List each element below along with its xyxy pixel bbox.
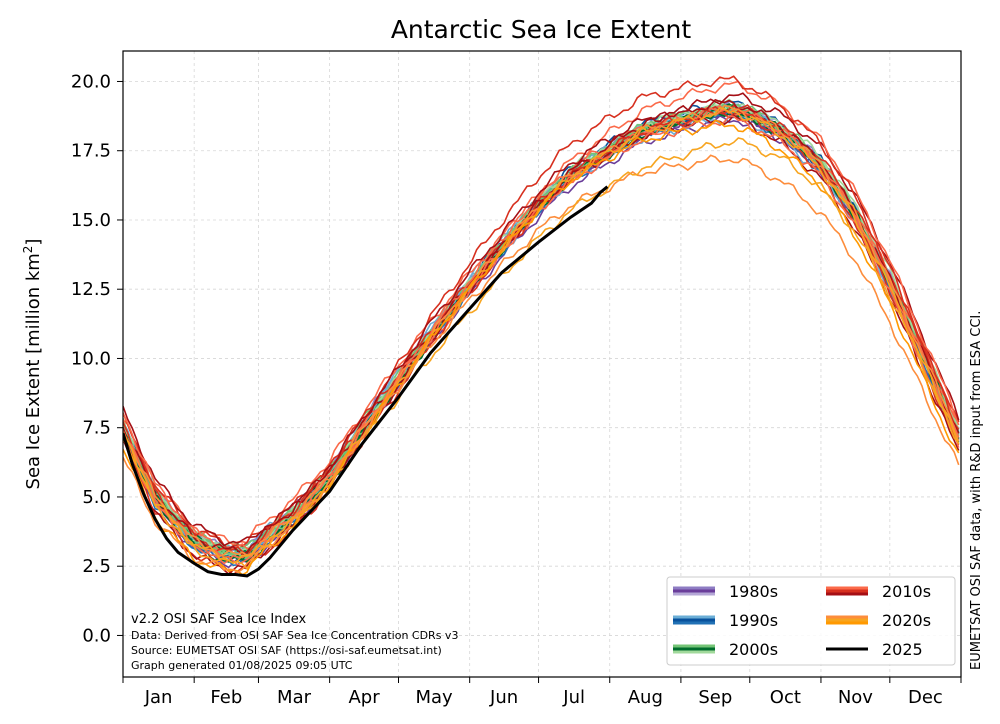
legend-box (666, 576, 956, 666)
month-label: May (415, 687, 453, 708)
chart-title: Antarctic Sea Ice Extent (391, 15, 692, 44)
legend-label: 2010s (882, 582, 931, 601)
month-label: Oct (770, 687, 801, 708)
series-line-2013 (123, 80, 960, 552)
month-label: Mar (277, 687, 312, 708)
series-line-2005 (123, 103, 960, 557)
y-tick-label: 7.5 (82, 418, 111, 439)
y-tick-label: 12.5 (71, 279, 111, 300)
series-line-2014 (123, 75, 960, 557)
y-tick-label: 2.5 (82, 556, 111, 577)
series-line-2011 (123, 104, 960, 551)
y-axis-label: Sea Ice Extent [million km2] (21, 239, 44, 490)
series-line-1983 (123, 102, 960, 558)
series-line-2022 (123, 119, 960, 576)
y-tick-label: 20.0 (71, 71, 111, 92)
legend-label: 2020s (882, 611, 931, 630)
legend-entry-1980s: 1980s (673, 582, 778, 601)
legend-entry-2000s: 2000s (673, 640, 778, 659)
month-label: Jan (144, 687, 173, 708)
month-label: Nov (838, 687, 873, 708)
y-axis-label-text: Sea Ice Extent [million km (23, 253, 44, 489)
legend-entry-1990s: 1990s (673, 611, 778, 630)
month-label: Apr (348, 687, 380, 708)
y-axis-label-superscript: 2 (21, 246, 35, 254)
month-label: Sep (698, 687, 732, 708)
month-label: Jun (489, 687, 518, 708)
legend-label: 1990s (729, 611, 778, 630)
legend-entries: 1980s 1990s 2000s 2010s 2020s 2025 (673, 582, 931, 659)
series-line-2010 (123, 104, 960, 546)
legend-label: 2025 (882, 640, 923, 659)
y-axis-label-close: ] (23, 239, 44, 246)
y-tick-label: 17.5 (71, 141, 111, 162)
annotation-source: Source: EUMETSAT OSI SAF (https://osi-sa… (131, 644, 442, 657)
series-line-2006 (123, 103, 960, 556)
legend-entry-2020s: 2020s (826, 611, 931, 630)
legend-entry-2010s: 2010s (826, 582, 931, 601)
month-label: Feb (210, 687, 242, 708)
series-line-1982 (123, 99, 960, 555)
series-line-2018 (123, 114, 960, 576)
y-tick-label: 5.0 (82, 487, 111, 508)
month-label: Aug (628, 687, 663, 708)
series-lines (123, 75, 960, 578)
y-tick-label: 15.0 (71, 210, 111, 231)
series-line-2003 (123, 99, 960, 560)
x-axis: Jan Feb Mar Apr May Jun Jul Aug Sep Oct Nov Dec (122, 677, 962, 708)
series-line-2025 (123, 185, 609, 578)
series-line-2024 (123, 137, 960, 565)
y-axis: 0.0 2.5 5.0 7.5 10.0 12.5 15.0 17.5 20.0 (71, 71, 123, 646)
annotation-data: Data: Derived from OSI SAF Sea Ice Conce… (131, 629, 458, 642)
legend: 1980s 1990s 2000s 2010s 2020s 2025 (666, 576, 956, 666)
series-line-2023 (123, 154, 960, 574)
series-line-2001 (123, 103, 960, 555)
series-line-1989 (123, 100, 960, 558)
series-line-2015 (123, 98, 960, 556)
annotation-generated: Graph generated 01/08/2025 09:05 UTC (131, 659, 353, 672)
y-tick-label: 0.0 (82, 625, 111, 646)
legend-label: 1980s (729, 582, 778, 601)
legend-entry-2025: 2025 (826, 640, 923, 659)
y-tick-label: 10.0 (71, 348, 111, 369)
series-line-1994 (123, 100, 960, 558)
annotation-version: v2.2 OSI SAF Sea Ice Index (131, 612, 307, 627)
series-line-1988 (123, 103, 960, 558)
month-label: Jul (562, 687, 585, 708)
legend-label: 2000s (729, 640, 778, 659)
month-label: Dec (908, 687, 943, 708)
plot-frame (122, 50, 962, 678)
side-credit: EUMETSAT OSI SAF data, with R&D input fr… (969, 311, 984, 670)
series-line-2000 (123, 102, 960, 552)
